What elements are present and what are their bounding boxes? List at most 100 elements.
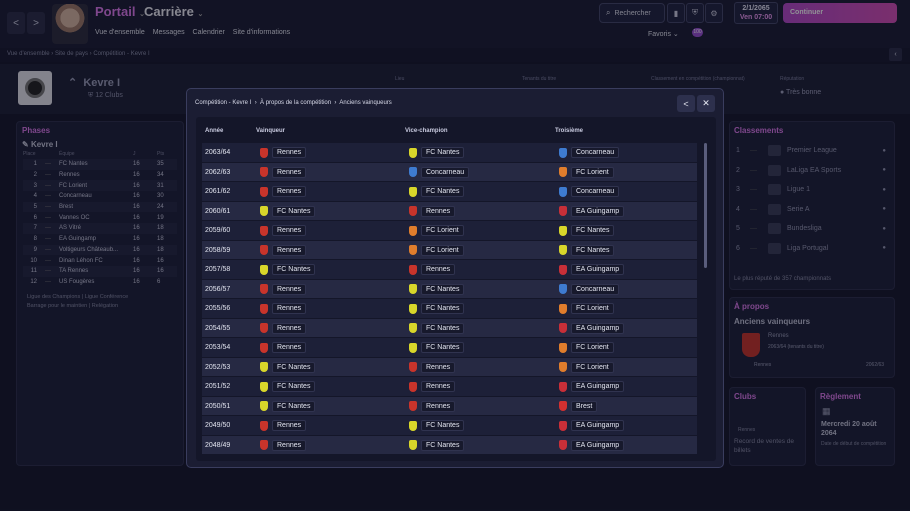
team-cell[interactable]: EA Guingamp	[559, 420, 625, 431]
winner-row[interactable]: 2056/57 Rennes FC Nantes Concarneau	[202, 279, 697, 298]
classement-item[interactable]: 4 — Serie A ●	[730, 200, 894, 220]
standing-row[interactable]: 7 — AS Vitré 16 18	[23, 223, 177, 234]
team-cell[interactable]: FC Lorient	[559, 303, 614, 314]
standing-row[interactable]: 4 — Concarneau 16 30	[23, 191, 177, 202]
standing-row[interactable]: 10 — Dinan Léhon FC 16 16	[23, 255, 177, 266]
anciens-vainqueurs-title[interactable]: Anciens vainqueurs	[734, 317, 811, 326]
standing-row[interactable]: 5 — Brest 16 24	[23, 201, 177, 213]
winner-row[interactable]: 2052/53 FC Nantes Rennes FC Lorient	[202, 357, 697, 376]
standing-row[interactable]: 2 — Rennes 16 34	[23, 170, 177, 181]
classement-item[interactable]: 1 — Premier League ●	[730, 141, 894, 161]
forward-button[interactable]: >	[27, 12, 45, 34]
team-cell[interactable]: FC Nantes	[409, 322, 465, 334]
team-cell[interactable]: FC Nantes	[260, 205, 316, 217]
winner-row[interactable]: 2058/59 Rennes FC Lorient FC Nantes	[202, 240, 697, 259]
modal-crumb[interactable]: À propos de la compétition	[260, 100, 332, 106]
winner-row[interactable]: 2061/62 Rennes FC Nantes Concarneau	[202, 182, 697, 201]
portail-menu[interactable]: Portail ⌄	[95, 4, 145, 19]
team-cell[interactable]: FC Lorient	[409, 244, 464, 256]
breadcrumb-item[interactable]: Vue d'ensemble	[7, 51, 50, 57]
winner-row[interactable]: 2054/55 Rennes FC Nantes EA Guingamp	[202, 318, 697, 337]
team-cell[interactable]: FC Lorient	[559, 361, 614, 373]
team-cell[interactable]: FC Nantes	[409, 147, 465, 158]
team-cell[interactable]: Rennes	[260, 420, 307, 431]
menu-messages[interactable]: Messages	[152, 29, 185, 36]
modal-close-button[interactable]: ✕	[697, 95, 715, 112]
winner-row[interactable]: 2049/50 Rennes FC Nantes EA Guingamp	[202, 416, 697, 435]
col-vice-champion[interactable]: Vice-champion	[405, 128, 448, 134]
team-cell[interactable]: Rennes	[260, 439, 307, 451]
menu-vue-ensemble[interactable]: Vue d'ensemble	[95, 29, 145, 36]
team-cell[interactable]: EA Guingamp	[559, 205, 625, 217]
team-cell[interactable]: Rennes	[260, 225, 307, 236]
classement-item[interactable]: 3 — Ligue 1 ●	[730, 180, 894, 200]
team-cell[interactable]: Rennes	[260, 322, 307, 334]
modal-back-button[interactable]: <	[677, 95, 695, 112]
menu-calendrier[interactable]: Calendrier	[192, 29, 225, 36]
col-annee[interactable]: Année	[205, 128, 224, 134]
winner-row[interactable]: 2062/63 Rennes Concarneau FC Lorient	[202, 162, 697, 181]
carriere-menu[interactable]: Carrière ⌄	[144, 4, 204, 19]
team-cell[interactable]: EA Guingamp	[559, 381, 625, 392]
col-vainqueur[interactable]: Vainqueur	[256, 128, 286, 134]
team-cell[interactable]: FC Nantes	[409, 439, 465, 451]
winner-row[interactable]: 2060/61 FC Nantes Rennes EA Guingamp	[202, 201, 697, 220]
team-cell[interactable]: Rennes	[260, 244, 307, 256]
winner-row[interactable]: 2053/54 Rennes FC Nantes FC Lorient	[202, 338, 697, 357]
menu-site-informations[interactable]: Site d'informations	[232, 29, 291, 36]
team-cell[interactable]: FC Nantes	[409, 283, 465, 295]
team-cell[interactable]: Rennes	[260, 186, 307, 197]
winner-row[interactable]: 2055/56 Rennes FC Nantes FC Lorient	[202, 299, 697, 318]
team-cell[interactable]: FC Nantes	[409, 303, 465, 314]
standing-row[interactable]: 1 — FC Nantes 16 35	[23, 159, 177, 170]
team-cell[interactable]: FC Nantes	[559, 225, 615, 236]
winner-row[interactable]: 2048/49 Rennes FC Nantes EA Guingamp	[202, 435, 697, 454]
classement-item[interactable]: 6 — Liga Portugal ●	[730, 239, 894, 259]
team-cell[interactable]: EA Guingamp	[559, 264, 625, 275]
team-cell[interactable]: FC Lorient	[559, 166, 614, 178]
breadcrumb-item[interactable]: Site de pays	[54, 51, 88, 57]
winner-row[interactable]: 2063/64 Rennes FC Nantes Concarneau	[202, 143, 697, 162]
team-cell[interactable]: Rennes	[409, 361, 456, 373]
team-cell[interactable]: FC Nantes	[409, 186, 465, 197]
team-cell[interactable]: Concarneau	[559, 147, 620, 158]
standing-row[interactable]: 11 — TA Rennes 16 16	[23, 265, 177, 277]
classement-item[interactable]: 5 — Bundesliga ●	[730, 219, 894, 239]
back-button[interactable]: <	[7, 12, 25, 34]
team-cell[interactable]: Rennes	[260, 166, 307, 178]
settings-icon[interactable]: ⚙	[705, 3, 723, 23]
standing-row[interactable]: 6 — Vannes OC 16 19	[23, 212, 177, 223]
club-icon[interactable]: ⛨	[686, 3, 704, 23]
breadcrumb-item[interactable]: Compétition - Kevre I	[93, 51, 150, 57]
team-cell[interactable]: FC Nantes	[559, 244, 615, 256]
team-cell[interactable]: Rennes	[260, 147, 307, 158]
continue-button[interactable]: Continuer	[783, 3, 897, 23]
standing-row[interactable]: 3 — FC Lorient 16 31	[23, 180, 177, 192]
standing-row[interactable]: 8 — EA Guingamp 16 18	[23, 234, 177, 245]
standing-row[interactable]: 9 — Voltigeurs Châteaub... 16 18	[23, 244, 177, 256]
manager-avatar[interactable]	[52, 4, 88, 44]
team-cell[interactable]: Rennes	[409, 205, 456, 217]
team-cell[interactable]: FC Nantes	[409, 342, 465, 353]
team-cell[interactable]: FC Nantes	[260, 381, 316, 392]
team-cell[interactable]: FC Nantes	[260, 264, 316, 275]
winner-row[interactable]: 2057/58 FC Nantes Rennes EA Guingamp	[202, 260, 697, 279]
winner-row[interactable]: 2051/52 FC Nantes Rennes EA Guingamp	[202, 377, 697, 396]
standing-row[interactable]: 12 — US Fougères 16 6	[23, 277, 177, 288]
team-cell[interactable]: FC Lorient	[409, 225, 464, 236]
team-cell[interactable]: Brest	[559, 400, 598, 412]
team-cell[interactable]: FC Nantes	[409, 420, 465, 431]
team-cell[interactable]: Rennes	[260, 283, 307, 295]
col-troisieme[interactable]: Troisième	[555, 128, 584, 134]
team-cell[interactable]: Rennes	[260, 342, 307, 353]
team-cell[interactable]: Concarneau	[409, 166, 470, 178]
modal-crumb[interactable]: Compétition - Kevre I	[195, 100, 252, 106]
collapse-button[interactable]: ‹	[889, 48, 902, 61]
search-button[interactable]: ⌕ Rechercher	[599, 3, 665, 23]
team-cell[interactable]: Concarneau	[559, 186, 620, 197]
team-cell[interactable]: Concarneau	[559, 283, 620, 295]
team-cell[interactable]: EA Guingamp	[559, 439, 625, 451]
winner-row[interactable]: 2059/60 Rennes FC Lorient FC Nantes	[202, 221, 697, 240]
team-cell[interactable]: Rennes	[409, 264, 456, 275]
team-cell[interactable]: Rennes	[409, 400, 456, 412]
